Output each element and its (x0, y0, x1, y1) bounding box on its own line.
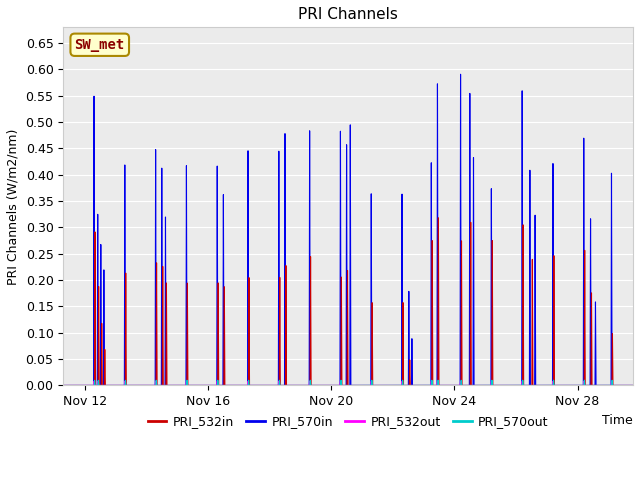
Legend: PRI_532in, PRI_570in, PRI_532out, PRI_570out: PRI_532in, PRI_570in, PRI_532out, PRI_57… (143, 410, 554, 433)
Title: PRI Channels: PRI Channels (298, 7, 398, 22)
X-axis label: Time: Time (602, 414, 633, 427)
Y-axis label: PRI Channels (W/m2/nm): PRI Channels (W/m2/nm) (7, 128, 20, 285)
Text: SW_met: SW_met (75, 38, 125, 52)
